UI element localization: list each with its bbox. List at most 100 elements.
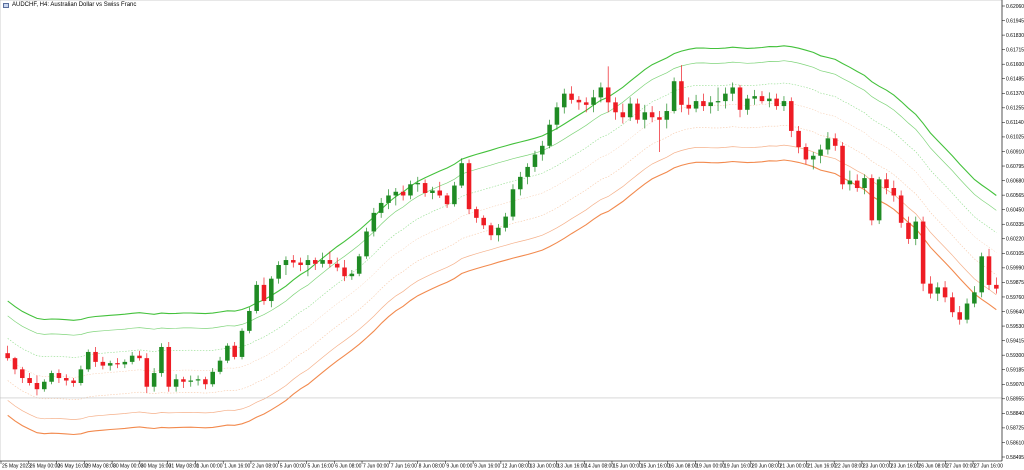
candle [532,150,538,172]
candle [71,378,76,387]
time-tick-label: 19 Jun 00:00 [696,464,725,470]
candle-body [635,103,640,120]
candle [540,140,545,161]
candle-body [503,216,508,228]
candle-body [107,363,113,366]
candle [78,365,84,386]
candle-body [261,284,267,302]
candle-body [217,360,223,372]
candle [774,93,779,110]
candle-body [605,87,611,103]
candle [210,368,215,387]
time-tick-label: 29 May 08:00 [85,464,116,470]
candle [481,215,486,230]
candle-body [481,217,486,226]
candle [935,282,941,302]
time-tick-label: 16 Jun 08:00 [669,464,698,470]
lower-band-inner [7,144,997,420]
candle [869,174,875,226]
candle-body [847,180,853,185]
candle [85,349,91,372]
candle [789,97,794,138]
candle-body [305,260,311,266]
candle-body [620,112,626,118]
candle [723,87,728,109]
candle [884,173,889,195]
candle [635,98,640,124]
candle-body [342,267,347,277]
candle [752,89,757,105]
candle-body [408,184,413,196]
candle-body [752,96,757,99]
candle-body [510,189,516,217]
candle-body [547,124,552,146]
price-tick-label: 0.58610 [1006,440,1024,446]
candle-body [876,179,882,221]
candle-body [159,346,164,374]
candle-body [781,101,787,107]
candle-body [972,292,977,304]
time-tick-label: 9 Jun 16:00 [474,464,500,470]
candle [437,181,443,198]
candle-body [430,190,435,193]
candle [20,366,25,383]
price-tick-label: 0.58495 [1006,455,1024,461]
time-tick-label: 21 Jun 00:00 [780,464,809,470]
price-tick-label: 0.60105 [1006,251,1024,257]
candle [620,103,626,124]
candle-body [393,191,399,196]
candle-body [151,373,157,387]
candle-body [701,101,706,107]
time-tick-label: 7 Jun 16:00 [391,464,417,470]
candle-body [613,102,618,113]
candle-body [854,180,860,189]
price-tick-label: 0.60910 [1006,149,1024,155]
price-tick-label: 0.60450 [1006,207,1024,213]
candle-body [459,163,464,186]
candle-body [78,369,84,383]
candle-body [34,382,40,390]
candle [876,176,882,225]
candle-body [452,185,457,205]
price-tick-label: 0.61255 [1006,106,1024,112]
candle-body [950,297,955,313]
candle-body [415,183,421,185]
candle [129,351,135,365]
candle-body [730,87,735,94]
candle-body [935,287,941,294]
candle [627,97,633,121]
candle [972,286,977,308]
candle [173,374,179,392]
time-tick-label: 30 May 00:00 [113,464,144,470]
candle [320,252,325,268]
candle [496,224,501,242]
time-tick-label: 26 May 16:00 [58,464,89,470]
candle [261,277,267,305]
time-tick-label: 1 Jun 00:00 [196,464,222,470]
candle [444,192,450,208]
candle [561,88,567,114]
candle [181,376,186,388]
price-tick-label: 0.62060 [1006,4,1024,10]
upper-band-outer [7,45,997,321]
candle-body [349,273,355,277]
candle-body [789,101,794,131]
time-tick-label: 27 Jun 16:00 [974,464,1003,470]
time-tick-label: 6 Jun 08:00 [335,464,361,470]
candle [378,197,384,218]
candle-body [583,102,589,105]
candle-body [298,262,303,266]
candle [42,379,47,392]
candle [12,356,18,375]
candle-body [774,98,779,107]
candle [49,370,54,385]
candle-body [803,147,809,160]
candle [510,184,516,221]
candle-body [745,98,750,110]
candle-body [664,111,670,120]
candle-body [906,222,911,239]
candle [305,255,311,277]
price-tick-label: 0.60795 [1006,164,1024,170]
